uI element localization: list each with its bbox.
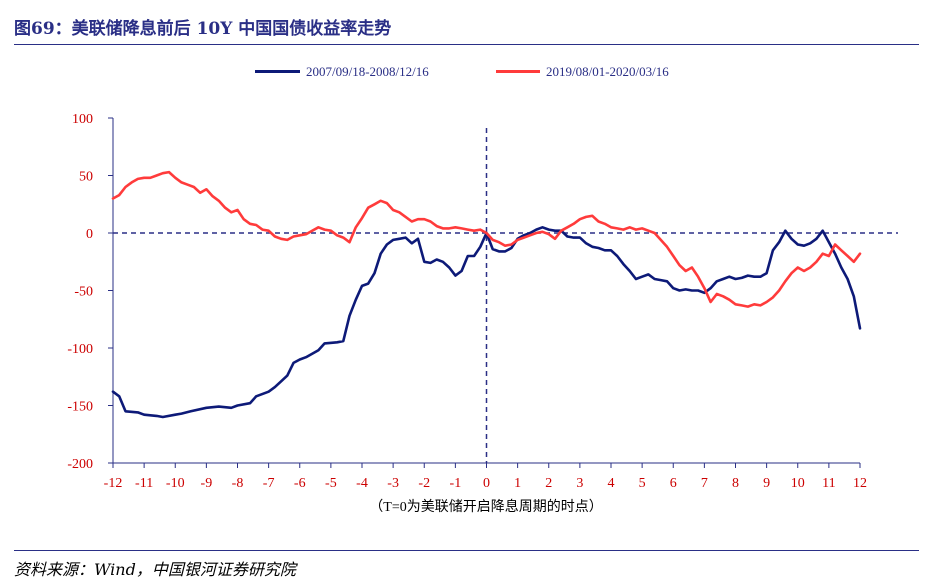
x-tick-label: -11 [135, 476, 153, 491]
figure-title: 图69：美联储降息前后 10Y 中国国债收益率走势 [14, 19, 392, 39]
x-tick-label: -9 [201, 476, 213, 491]
legend-label-series-1: 2007/09/18-2008/12/16 [306, 64, 429, 79]
x-tick-label: 8 [732, 476, 739, 491]
x-tick-label: -8 [232, 476, 244, 491]
x-tick-label: 7 [701, 476, 708, 491]
chart-container: 2007/09/18-2008/12/16 2019/08/01-2020/03… [0, 48, 933, 538]
legend: 2007/09/18-2008/12/16 2019/08/01-2020/03… [255, 64, 669, 79]
x-tick-label: -10 [166, 476, 185, 491]
x-tick-label: -6 [294, 476, 306, 491]
legend-label-series-2: 2019/08/01-2020/03/16 [546, 64, 669, 79]
series-line-1 [111, 226, 862, 419]
x-tick-label: 11 [822, 476, 835, 491]
y-tick-label: -50 [74, 285, 93, 300]
series-line-2 [111, 170, 862, 308]
reference-lines [113, 128, 898, 463]
x-tick-label: 3 [576, 476, 583, 491]
line-chart: 2007/09/18-2008/12/16 2019/08/01-2020/03… [67, 64, 898, 515]
x-tick-label: 12 [853, 476, 867, 491]
y-tick-label: -200 [67, 457, 93, 472]
x-tick-label: -1 [450, 476, 462, 491]
x-tick-label: -7 [263, 476, 275, 491]
header-divider [14, 44, 919, 45]
footer-divider [14, 550, 919, 551]
y-tick-label: 0 [86, 227, 93, 242]
x-tick-label: -2 [418, 476, 430, 491]
x-tick-label: 9 [763, 476, 770, 491]
x-tick-label: 0 [483, 476, 490, 491]
x-tick-label: 1 [514, 476, 521, 491]
x-tick-label: -4 [356, 476, 368, 491]
y-tick-label: 50 [79, 170, 93, 185]
source-note: 资料来源：Wind，中国银河证券研究院 [14, 560, 296, 579]
x-tick-label: 6 [670, 476, 677, 491]
x-tick-label: -3 [387, 476, 399, 491]
y-tick-label: -100 [67, 342, 93, 357]
x-tick-label: 10 [791, 476, 805, 491]
x-axis-title: （T=0为美联储开启降息周期的时点） [369, 498, 602, 515]
x-tick-label: 4 [608, 476, 615, 491]
x-tick-label: -5 [325, 476, 337, 491]
x-tick-label: -12 [104, 476, 123, 491]
y-tick-label: 100 [72, 112, 93, 127]
x-tick-label: 5 [639, 476, 646, 491]
series-group [111, 170, 862, 419]
x-tick-label: 2 [545, 476, 552, 491]
y-tick-label: -150 [67, 400, 93, 415]
